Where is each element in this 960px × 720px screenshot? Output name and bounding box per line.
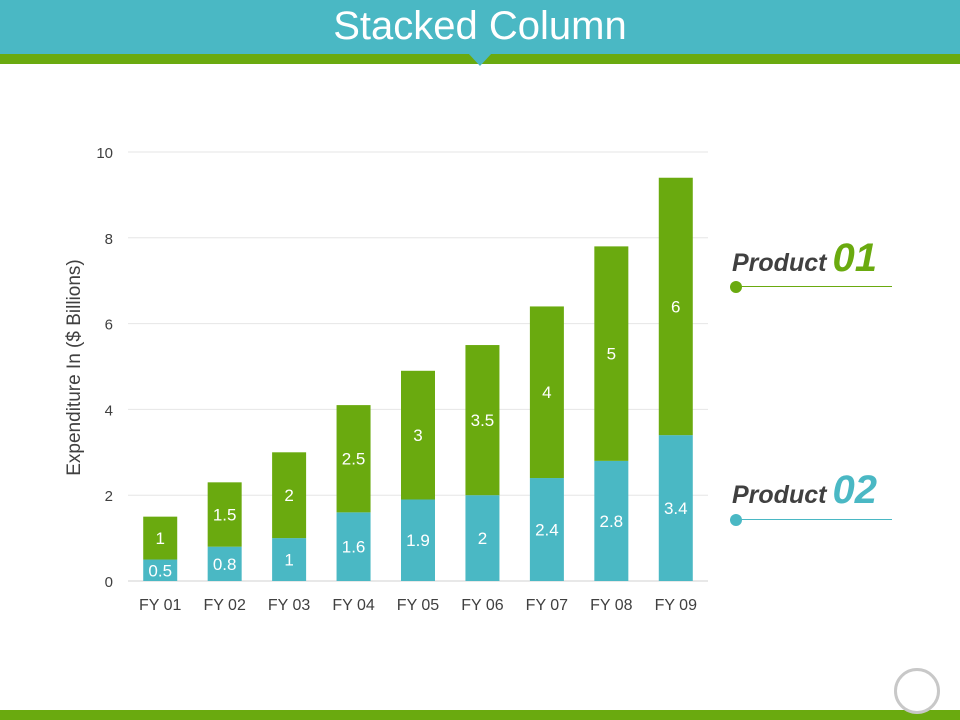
data-label: 1.6 (342, 538, 366, 557)
y-tick-label: 0 (105, 574, 113, 591)
bar-segment (207, 482, 242, 547)
data-label: 3.4 (664, 499, 688, 518)
y-tick-label: 6 (105, 317, 113, 334)
legend-item-product-02: Product 02 (730, 468, 892, 528)
legend-dot-product-02 (730, 514, 742, 526)
legend-line-product-01 (732, 286, 892, 287)
y-tick-label: 10 (96, 145, 113, 162)
bar-segment (143, 559, 178, 581)
data-label: 1 (284, 551, 293, 570)
bar-segment (401, 370, 435, 500)
bar-segment (401, 499, 435, 581)
legend-number-product-02: 02 (832, 468, 877, 512)
bar-segment (658, 177, 693, 436)
bar-segment (143, 516, 178, 560)
legend-number-product-01: 01 (832, 236, 877, 280)
bar-segment (207, 546, 242, 581)
data-label: 1 (155, 529, 164, 548)
x-tick-label: FY 01 (139, 597, 182, 614)
data-label: 2.5 (342, 450, 366, 469)
data-label: 2 (284, 486, 293, 505)
bar-segment (594, 246, 629, 461)
data-label: 3 (413, 426, 422, 445)
title-bar (0, 0, 960, 54)
y-axis-label: Expenditure In ($ Billions) (64, 259, 85, 476)
x-tick-label: FY 06 (461, 597, 504, 614)
bar-segment (272, 452, 307, 539)
legend-label-product-02: Product 02 (732, 468, 877, 513)
bottom-stripe (0, 710, 960, 720)
bar-segment (465, 495, 500, 581)
data-label: 1.5 (213, 506, 237, 525)
bar-segment (465, 345, 500, 496)
legend-label-product-01: Product 01 (732, 236, 877, 281)
data-label: 3.5 (471, 411, 495, 430)
data-label: 2 (478, 529, 487, 548)
slide-title: Stacked Column (333, 4, 627, 48)
x-tick-label: FY 09 (655, 597, 698, 614)
bar-segment (594, 460, 629, 581)
bar-segment (336, 512, 371, 581)
x-tick-label: FY 07 (526, 597, 569, 614)
data-label: 4 (542, 383, 551, 402)
x-tick-label: FY 04 (332, 597, 375, 614)
data-label: 5 (607, 345, 616, 364)
bar-segment (272, 538, 307, 581)
y-tick-label: 2 (105, 488, 113, 505)
data-label: 2.8 (600, 512, 624, 531)
y-tick-label: 4 (105, 402, 113, 419)
data-label: 2.4 (535, 521, 559, 540)
legend-text-product-01: Product (732, 249, 827, 277)
x-tick-label: FY 05 (397, 597, 440, 614)
x-tick-label: FY 03 (268, 597, 311, 614)
legend-text-product-02: Product (732, 481, 827, 509)
legend-item-product-01: Product 01 (730, 236, 892, 296)
bar-segment (529, 478, 564, 581)
data-label: 0.8 (213, 555, 237, 574)
legend-dot-product-01 (730, 281, 742, 293)
x-tick-label: FY 02 (203, 597, 246, 614)
data-label: 1.9 (406, 531, 430, 550)
y-tick-label: 8 (105, 231, 113, 248)
data-label: 6 (671, 297, 680, 316)
title-notch (468, 53, 492, 66)
data-label: 0.5 (148, 561, 172, 580)
corner-circle (894, 668, 940, 714)
legend-line-product-02 (732, 519, 892, 520)
bar-segment (658, 435, 693, 581)
bar-segment (529, 306, 564, 479)
bar-segment (336, 405, 371, 513)
x-tick-label: FY 08 (590, 597, 633, 614)
